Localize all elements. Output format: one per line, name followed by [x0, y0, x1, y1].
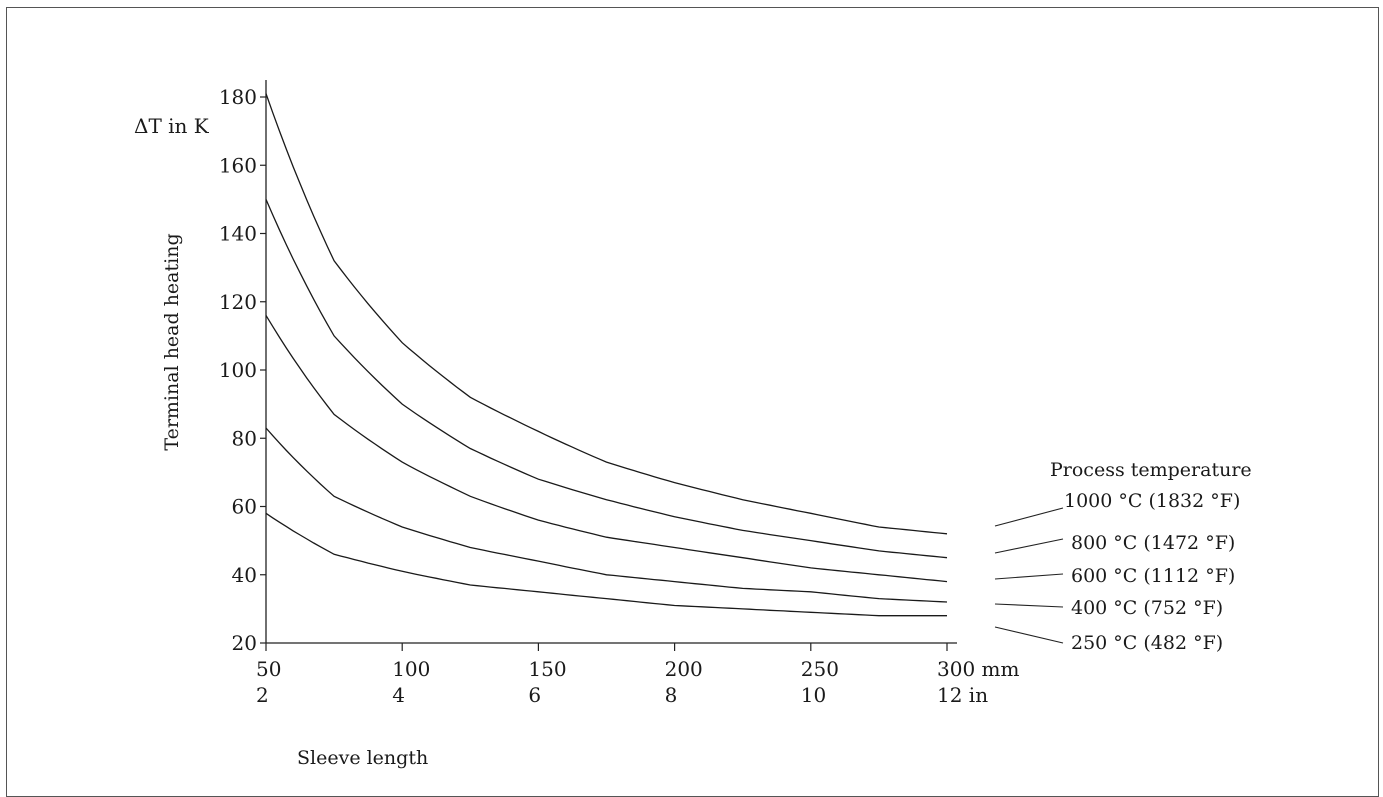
legend: 1000 °C (1832 °F) 800 °C (1472 °F) 600 °C … — [994, 490, 1240, 654]
x-tick-label-mm: 100 — [392, 657, 430, 681]
x-tick-label-mm: 150 — [528, 657, 566, 681]
legend-leader-line — [994, 603, 1064, 608]
x-tick-label-mm: 200 — [665, 657, 703, 681]
series-line — [265, 315, 948, 583]
x-tick-label-mm: 250 — [801, 657, 839, 681]
y-tick-label: 60 — [232, 495, 257, 519]
y-unit-label: ΔT in K — [134, 114, 210, 138]
x-tick-label-in: 2 — [256, 683, 269, 707]
x-tick-label-mm: 50 — [256, 657, 281, 681]
series-line — [265, 512, 947, 617]
y-tick-label: 20 — [232, 631, 257, 655]
legend-entry: 1000 °C (1832 °F) — [1064, 490, 1240, 512]
y-tick-label: 80 — [232, 426, 257, 450]
x-axis-title: Sleeve length — [297, 747, 428, 769]
y-tick-label: 40 — [232, 563, 257, 587]
x-tick-label-in: 6 — [528, 683, 541, 707]
legend-entry: 600 °C (1112 °F) — [1071, 565, 1235, 587]
legend-leader-line — [994, 573, 1064, 580]
series-line — [265, 199, 948, 559]
curves — [265, 93, 948, 617]
y-tick-label: 180 — [219, 85, 257, 109]
legend-entry: 800 °C (1472 °F) — [1071, 532, 1235, 554]
x-tick-label-in: 4 — [392, 683, 405, 707]
axes — [265, 80, 957, 644]
legend-leader-line — [994, 507, 1064, 527]
legend-entry: 250 °C (482 °F) — [1071, 632, 1223, 654]
y-axis-title: Terminal head heating — [161, 233, 183, 450]
x-tick-label-in: 10 — [801, 683, 826, 707]
y-tick-label: 140 — [219, 222, 257, 246]
y-tick-label: 160 — [219, 153, 257, 177]
legend-leader-line — [994, 538, 1064, 554]
series-line — [265, 427, 948, 603]
y-tick-label: 120 — [219, 290, 257, 314]
x-tick-label-mm: 300 mm — [937, 657, 1019, 681]
legend-title: Process temperature — [1050, 459, 1252, 481]
x-tick-label-in: 8 — [665, 683, 678, 707]
y-tick-label: 100 — [219, 358, 257, 382]
legend-entry: 400 °C (752 °F) — [1071, 597, 1223, 619]
x-tick-label-in: 12 in — [937, 683, 988, 707]
legend-leader-line — [994, 626, 1064, 644]
y-ticks: 20 40 60 80 100 120 140 160 180 — [219, 85, 266, 655]
series-line — [265, 93, 948, 535]
